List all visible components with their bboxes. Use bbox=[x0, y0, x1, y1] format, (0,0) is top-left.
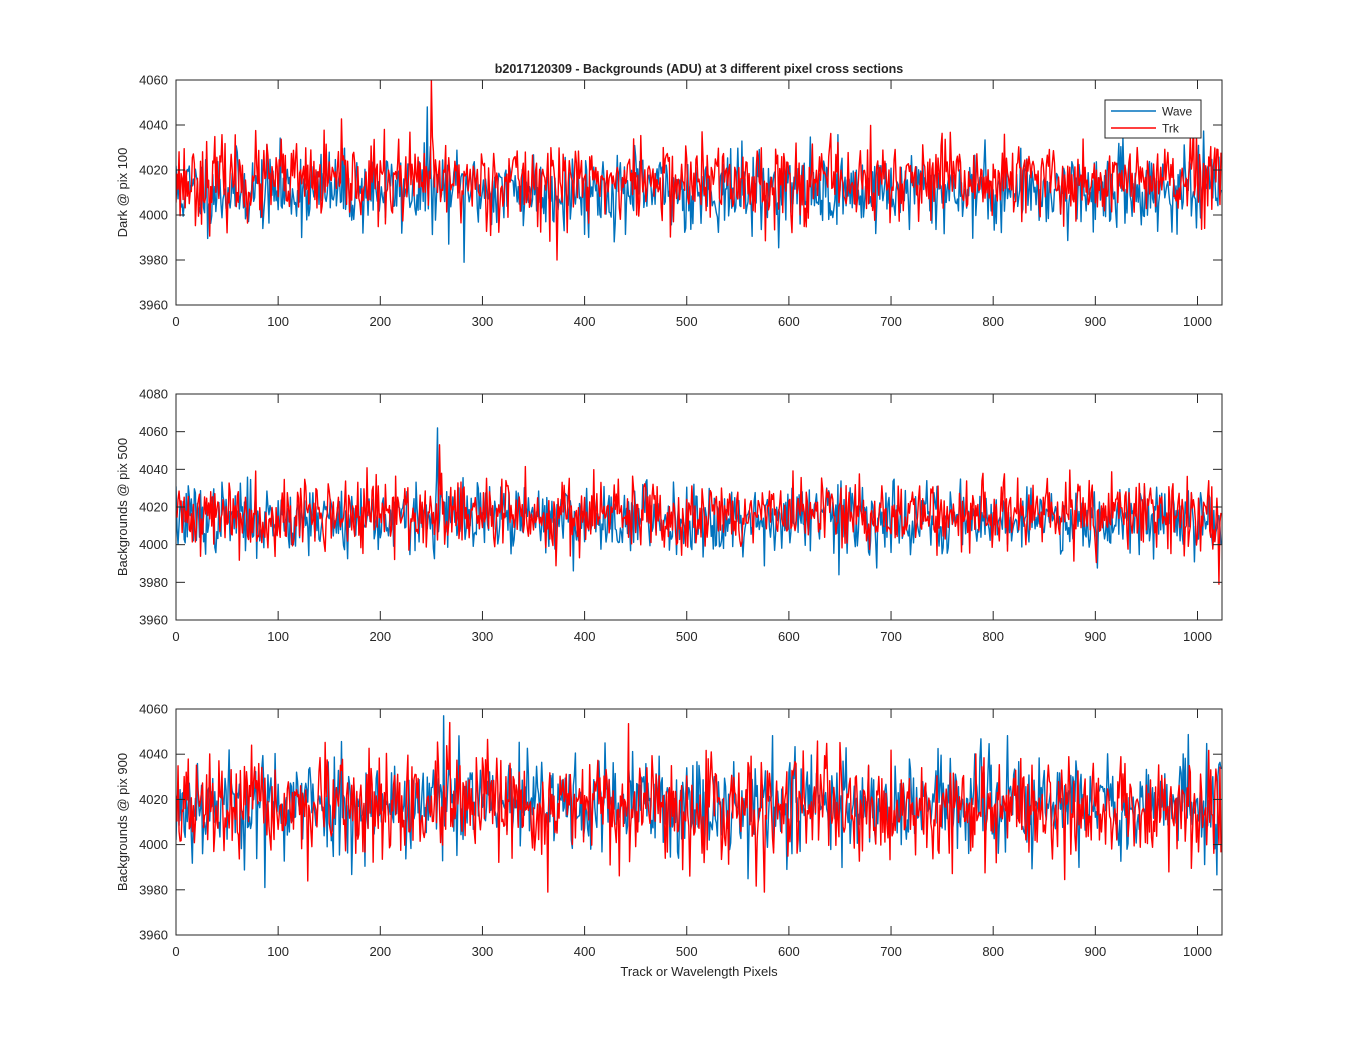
series-line-trk bbox=[176, 721, 1222, 893]
legend-box bbox=[1104, 99, 1202, 139]
x-tick-label: 400 bbox=[574, 944, 596, 959]
y-tick-label: 4000 bbox=[139, 537, 168, 552]
x-tick-label: 1000 bbox=[1183, 314, 1212, 329]
y-tick-label: 4020 bbox=[139, 500, 168, 515]
x-tick-label: 300 bbox=[472, 944, 494, 959]
x-tick-label: 900 bbox=[1084, 629, 1106, 644]
y-tick-label: 4020 bbox=[139, 163, 168, 178]
x-tick-label: 700 bbox=[880, 944, 902, 959]
x-tick-label: 500 bbox=[676, 314, 698, 329]
y-tick-label: 3960 bbox=[139, 928, 168, 943]
x-tick-label: 600 bbox=[778, 629, 800, 644]
x-tick-label: 500 bbox=[676, 944, 698, 959]
x-tick-label: 200 bbox=[369, 944, 391, 959]
x-tick-label: 700 bbox=[880, 629, 902, 644]
y-tick-label: 4060 bbox=[139, 424, 168, 439]
y-axis-label: Backgrounds @ pix 500 bbox=[115, 438, 130, 576]
legend-label-trk: Trk bbox=[1162, 122, 1180, 136]
x-tick-label: 500 bbox=[676, 629, 698, 644]
subplot-2: 0 100 200 300 400 500 600 700 800 900 1000 3960 3980… bbox=[115, 387, 1223, 644]
x-tick-label: 800 bbox=[982, 629, 1004, 644]
y-tick-label: 4020 bbox=[139, 792, 168, 807]
x-tick-label: 200 bbox=[369, 314, 391, 329]
subplot-1: 0 100 200 300 400 500 600 700 800 900 1000 3960 3980… bbox=[115, 73, 1223, 329]
figure-title: b2017120309 - Backgrounds (ADU) at 3 dif… bbox=[495, 62, 904, 76]
x-tick-label: 600 bbox=[778, 314, 800, 329]
y-tick-label: 4060 bbox=[139, 702, 168, 717]
y-tick-label: 3980 bbox=[139, 882, 168, 897]
y-tick-label: 3980 bbox=[139, 253, 168, 268]
series-line-trk bbox=[176, 444, 1222, 585]
y-tick-label: 3980 bbox=[139, 575, 168, 590]
y-tick-label: 4000 bbox=[139, 208, 168, 223]
x-tick-label: 300 bbox=[472, 629, 494, 644]
x-tick-label: 100 bbox=[267, 314, 289, 329]
x-tick-label: 1000 bbox=[1183, 629, 1212, 644]
x-tick-label: 0 bbox=[172, 944, 179, 959]
y-tick-label: 4040 bbox=[139, 747, 168, 762]
legend-label-wave: Wave bbox=[1162, 105, 1193, 119]
series-line-trk bbox=[176, 80, 1222, 261]
x-tick-label: 900 bbox=[1084, 314, 1106, 329]
y-tick-label: 4060 bbox=[139, 73, 168, 88]
y-tick-label: 3960 bbox=[139, 298, 168, 313]
x-tick-label: 200 bbox=[369, 629, 391, 644]
y-tick-label: 4040 bbox=[139, 118, 168, 133]
y-tick-label: 4000 bbox=[139, 837, 168, 852]
series-group bbox=[176, 80, 1222, 263]
y-tick-label: 4080 bbox=[139, 387, 168, 402]
series-group bbox=[176, 715, 1222, 893]
x-tick-label: 900 bbox=[1084, 944, 1106, 959]
axes-box bbox=[175, 79, 1223, 306]
subplot-3: 0 100 200 300 400 500 600 700 800 900 1000 3960 3980… bbox=[115, 702, 1223, 979]
y-axis-label: Backgrounds @ pix 900 bbox=[115, 753, 130, 891]
x-tick-label: 400 bbox=[574, 314, 596, 329]
y-tick-label: 3960 bbox=[139, 613, 168, 628]
x-tick-label: 700 bbox=[880, 314, 902, 329]
x-tick-label: 100 bbox=[267, 629, 289, 644]
x-tick-label: 600 bbox=[778, 944, 800, 959]
series-group bbox=[176, 427, 1222, 585]
x-axis-label: Track or Wavelength Pixels bbox=[620, 964, 778, 979]
x-tick-label: 100 bbox=[267, 944, 289, 959]
x-tick-label: 800 bbox=[982, 944, 1004, 959]
x-tick-label: 800 bbox=[982, 314, 1004, 329]
legend: Wave Trk bbox=[1104, 99, 1202, 139]
x-tick-label: 300 bbox=[472, 314, 494, 329]
x-tick-label: 0 bbox=[172, 629, 179, 644]
y-tick-label: 4040 bbox=[139, 462, 168, 477]
x-tick-label: 1000 bbox=[1183, 944, 1212, 959]
x-tick-label: 400 bbox=[574, 629, 596, 644]
x-tick-label: 0 bbox=[172, 314, 179, 329]
y-axis-label: Dark @ pix 100 bbox=[115, 148, 130, 238]
axes-box bbox=[175, 708, 1223, 936]
